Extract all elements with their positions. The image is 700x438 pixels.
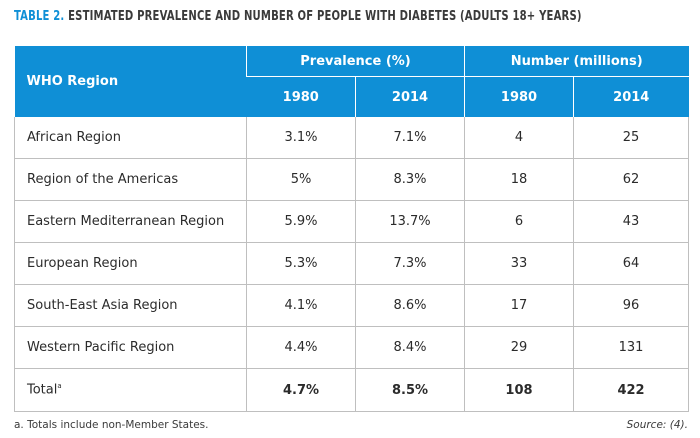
- region-cell: Eastern Mediterranean Region: [14, 200, 247, 243]
- table-row: European Region 5.3% 7.3% 33 64: [14, 242, 690, 285]
- table-row: Region of the Americas 5% 8.3% 18 62: [14, 158, 690, 201]
- prevalence-1980-cell: 4.1%: [246, 284, 356, 327]
- header-who-region: WHO Region: [14, 46, 247, 117]
- header-prevalence-2014: 2014: [355, 76, 465, 117]
- table-title-text: ESTIMATED PREVALENCE AND NUMBER OF PEOPL…: [68, 9, 582, 24]
- number-2014-cell: 43: [572, 200, 690, 243]
- number-2014-cell: 62: [572, 158, 690, 201]
- total-number-1980: 108: [464, 368, 574, 412]
- number-1980-cell: 6: [464, 200, 574, 243]
- total-number-2014: 422: [572, 368, 690, 412]
- prevalence-1980-cell: 5.9%: [246, 200, 356, 243]
- header-prevalence-1980: 1980: [246, 76, 356, 117]
- total-prevalence-1980: 4.7%: [246, 368, 356, 412]
- source-note: Source: (4).: [626, 419, 688, 431]
- prevalence-1980-cell: 3.1%: [246, 117, 356, 159]
- prevalence-2014-cell: 7.3%: [355, 242, 465, 285]
- prevalence-2014-cell: 13.7%: [355, 200, 465, 243]
- number-2014-cell: 96: [572, 284, 690, 327]
- region-cell: Western Pacific Region: [14, 326, 247, 369]
- header-number-2014: 2014: [572, 76, 689, 117]
- total-prevalence-2014: 8.5%: [355, 368, 465, 412]
- footnote: a. Totals include non-Member States.: [14, 419, 209, 431]
- diabetes-table: WHO Region Prevalence (%) Number (millio…: [14, 46, 690, 412]
- number-1980-cell: 17: [464, 284, 574, 327]
- prevalence-1980-cell: 5%: [246, 158, 356, 201]
- table-row: African Region 3.1% 7.1% 4 25: [14, 117, 690, 159]
- number-1980-cell: 33: [464, 242, 574, 285]
- header-number: Number (millions): [463, 46, 689, 77]
- prevalence-1980-cell: 5.3%: [246, 242, 356, 285]
- table-row: Western Pacific Region 4.4% 8.4% 29 131: [14, 326, 690, 369]
- prevalence-2014-cell: 7.1%: [355, 117, 465, 159]
- region-cell: European Region: [14, 242, 247, 285]
- total-label: Total: [27, 382, 58, 398]
- prevalence-1980-cell: 4.4%: [246, 326, 356, 369]
- header-number-1980: 1980: [464, 76, 574, 117]
- number-1980-cell: 4: [464, 117, 574, 159]
- table-number: TABLE 2.: [14, 9, 65, 24]
- region-cell: African Region: [14, 117, 247, 159]
- number-1980-cell: 18: [464, 158, 574, 201]
- prevalence-2014-cell: 8.3%: [355, 158, 465, 201]
- number-2014-cell: 131: [572, 326, 690, 369]
- table-row: Eastern Mediterranean Region 5.9% 13.7% …: [14, 200, 690, 243]
- total-footnote-marker: a: [57, 382, 62, 391]
- header-prevalence: Prevalence (%): [246, 46, 465, 77]
- region-cell: South-East Asia Region: [14, 284, 247, 327]
- number-2014-cell: 64: [572, 242, 690, 285]
- total-label-cell: Totala: [14, 368, 247, 412]
- table-row: South-East Asia Region 4.1% 8.6% 17 96: [14, 284, 690, 327]
- prevalence-2014-cell: 8.4%: [355, 326, 465, 369]
- number-2014-cell: 25: [572, 117, 690, 159]
- header-row-years: 1980 2014 1980 2014: [15, 76, 689, 117]
- table-title: TABLE 2. ESTIMATED PREVALENCE AND NUMBER…: [14, 9, 582, 24]
- region-cell: Region of the Americas: [14, 158, 247, 201]
- total-row: Totala 4.7% 8.5% 108 422: [14, 368, 690, 412]
- prevalence-2014-cell: 8.6%: [355, 284, 465, 327]
- number-1980-cell: 29: [464, 326, 574, 369]
- header-row-groups: WHO Region Prevalence (%) Number (millio…: [14, 46, 689, 117]
